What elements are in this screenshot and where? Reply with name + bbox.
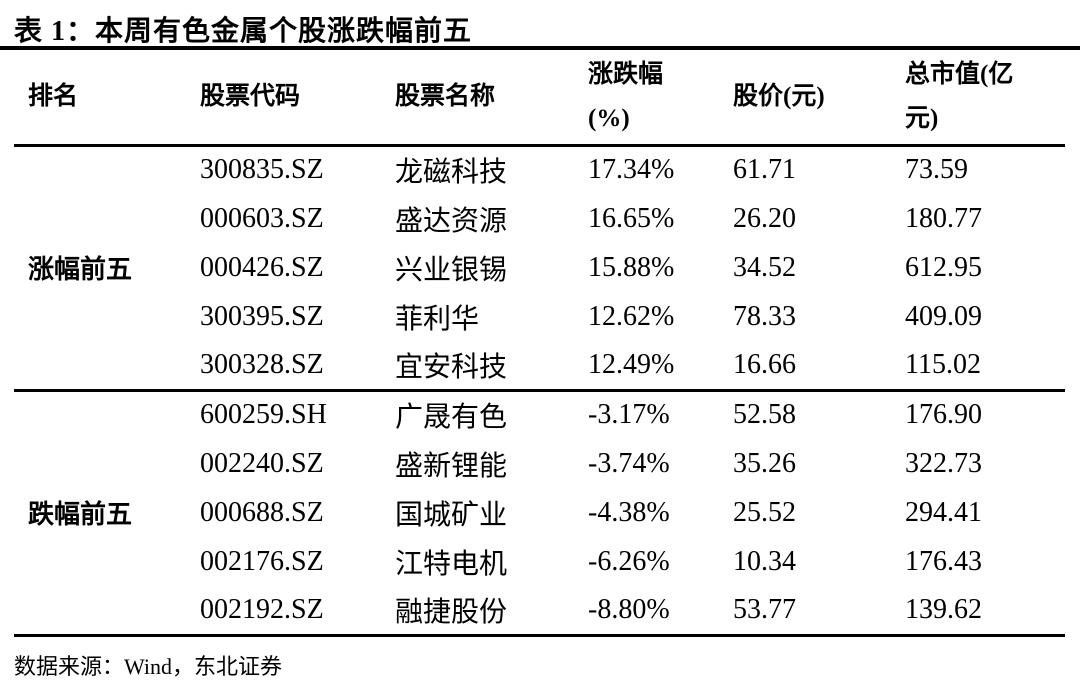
cell-name: 融捷股份	[395, 596, 508, 628]
cell-mcap: 115.02	[905, 348, 981, 380]
cell-change: -3.74%	[588, 447, 670, 479]
table-row: 300395.SZ 菲利华 12.62% 78.33 409.09	[14, 292, 1065, 341]
cell-code: 002192.SZ	[200, 593, 324, 625]
data-source-note: 数据来源：Wind，东北证券	[14, 653, 282, 679]
table-row: 002240.SZ 盛新锂能 -3.74% 35.26 322.73	[14, 439, 1065, 488]
cell-mcap: 409.09	[905, 300, 982, 332]
cell-price: 34.52	[733, 251, 796, 283]
cell-change: 12.62%	[588, 300, 675, 332]
table-title: 表 1：本周有色金属个股涨跌幅前五	[14, 16, 473, 47]
cell-code: 300328.SZ	[200, 348, 324, 380]
table-row: 002176.SZ 江特电机 -6.26% 10.34 176.43	[14, 537, 1065, 586]
cell-mcap: 612.95	[905, 251, 982, 283]
cell-name: 兴业银锡	[395, 254, 508, 286]
cell-price: 53.77	[733, 593, 796, 625]
cell-code: 300395.SZ	[200, 300, 324, 332]
stock-change-table: 排名 股票代码 股票名称 涨跌幅 (%) 股价(元) 总市值(亿 元) 涨幅前五…	[14, 50, 1065, 637]
cell-mcap: 322.73	[905, 447, 982, 479]
cell-change: 17.34%	[588, 154, 675, 186]
table-row: 002192.SZ 融捷股份 -8.80% 53.77 139.62	[14, 586, 1065, 635]
header-market-cap: 总市值(亿 元)	[905, 50, 1065, 147]
table-row: 000688.SZ 国城矿业 -4.38% 25.52 294.41	[14, 488, 1065, 537]
gainers-group: 涨幅前五 300835.SZ 龙磁科技 17.34% 61.71 73.59 0…	[14, 145, 1065, 390]
cell-code: 000603.SZ	[200, 202, 324, 234]
cell-code: 000426.SZ	[200, 251, 324, 283]
cell-mcap: 294.41	[905, 496, 982, 528]
cell-name: 菲利华	[395, 303, 480, 335]
header-stock-name: 股票名称	[395, 50, 588, 147]
cell-name: 盛新锂能	[395, 450, 508, 482]
table-row: 跌幅前五 600259.SH 广晟有色 -3.17% 52.58 176.90	[14, 390, 1065, 529]
table-header-row: 排名 股票代码 股票名称 涨跌幅 (%) 股价(元) 总市值(亿 元)	[14, 50, 1065, 147]
group-label-losers: 跌幅前五	[28, 500, 133, 529]
cell-code: 300835.SZ	[200, 154, 324, 186]
table-row: 涨幅前五 300835.SZ 龙磁科技 17.34% 61.71 73.59	[14, 145, 1065, 284]
header-rank: 排名	[14, 50, 200, 147]
cell-mcap: 176.90	[905, 399, 982, 431]
cell-change: 12.49%	[588, 348, 675, 380]
cell-price: 35.26	[733, 447, 796, 479]
cell-name: 国城矿业	[395, 499, 508, 531]
cell-mcap: 139.62	[905, 593, 982, 625]
table-row: 000603.SZ 盛达资源 16.65% 26.20 180.77	[14, 194, 1065, 243]
cell-name: 龙磁科技	[395, 157, 508, 189]
cell-code: 000688.SZ	[200, 496, 324, 528]
cell-change: -4.38%	[588, 496, 670, 528]
cell-name: 盛达资源	[395, 205, 508, 237]
losers-group: 跌幅前五 600259.SH 广晟有色 -3.17% 52.58 176.90 …	[14, 390, 1065, 635]
cell-price: 26.20	[733, 202, 796, 234]
cell-mcap: 176.43	[905, 545, 982, 577]
cell-price: 25.52	[733, 496, 796, 528]
cell-code: 002176.SZ	[200, 545, 324, 577]
cell-change: 15.88%	[588, 251, 675, 283]
cell-code: 002240.SZ	[200, 447, 324, 479]
cell-code: 600259.SH	[200, 399, 327, 431]
cell-change: 16.65%	[588, 202, 675, 234]
cell-price: 16.66	[733, 348, 796, 380]
cell-price: 78.33	[733, 300, 796, 332]
cell-price: 10.34	[733, 545, 796, 577]
cell-change: -3.17%	[588, 399, 670, 431]
cell-price: 52.58	[733, 399, 796, 431]
cell-name: 宜安科技	[395, 351, 508, 383]
table-row: 300328.SZ 宜安科技 12.49% 16.66 115.02	[14, 341, 1065, 390]
cell-name: 江特电机	[395, 548, 508, 580]
cell-mcap: 73.59	[905, 154, 968, 186]
cell-mcap: 180.77	[905, 202, 982, 234]
header-stock-code: 股票代码	[200, 50, 395, 147]
cell-name: 广晟有色	[395, 402, 508, 434]
group-label-gainers: 涨幅前五	[28, 255, 133, 284]
cell-price: 61.71	[733, 154, 796, 186]
title-underline-rule	[0, 46, 1080, 50]
header-price: 股价(元)	[733, 50, 905, 147]
cell-change: -6.26%	[588, 545, 670, 577]
cell-change: -8.80%	[588, 593, 670, 625]
header-change-pct: 涨跌幅 (%)	[588, 50, 733, 147]
table-row: 000426.SZ 兴业银锡 15.88% 34.52 612.95	[14, 243, 1065, 292]
